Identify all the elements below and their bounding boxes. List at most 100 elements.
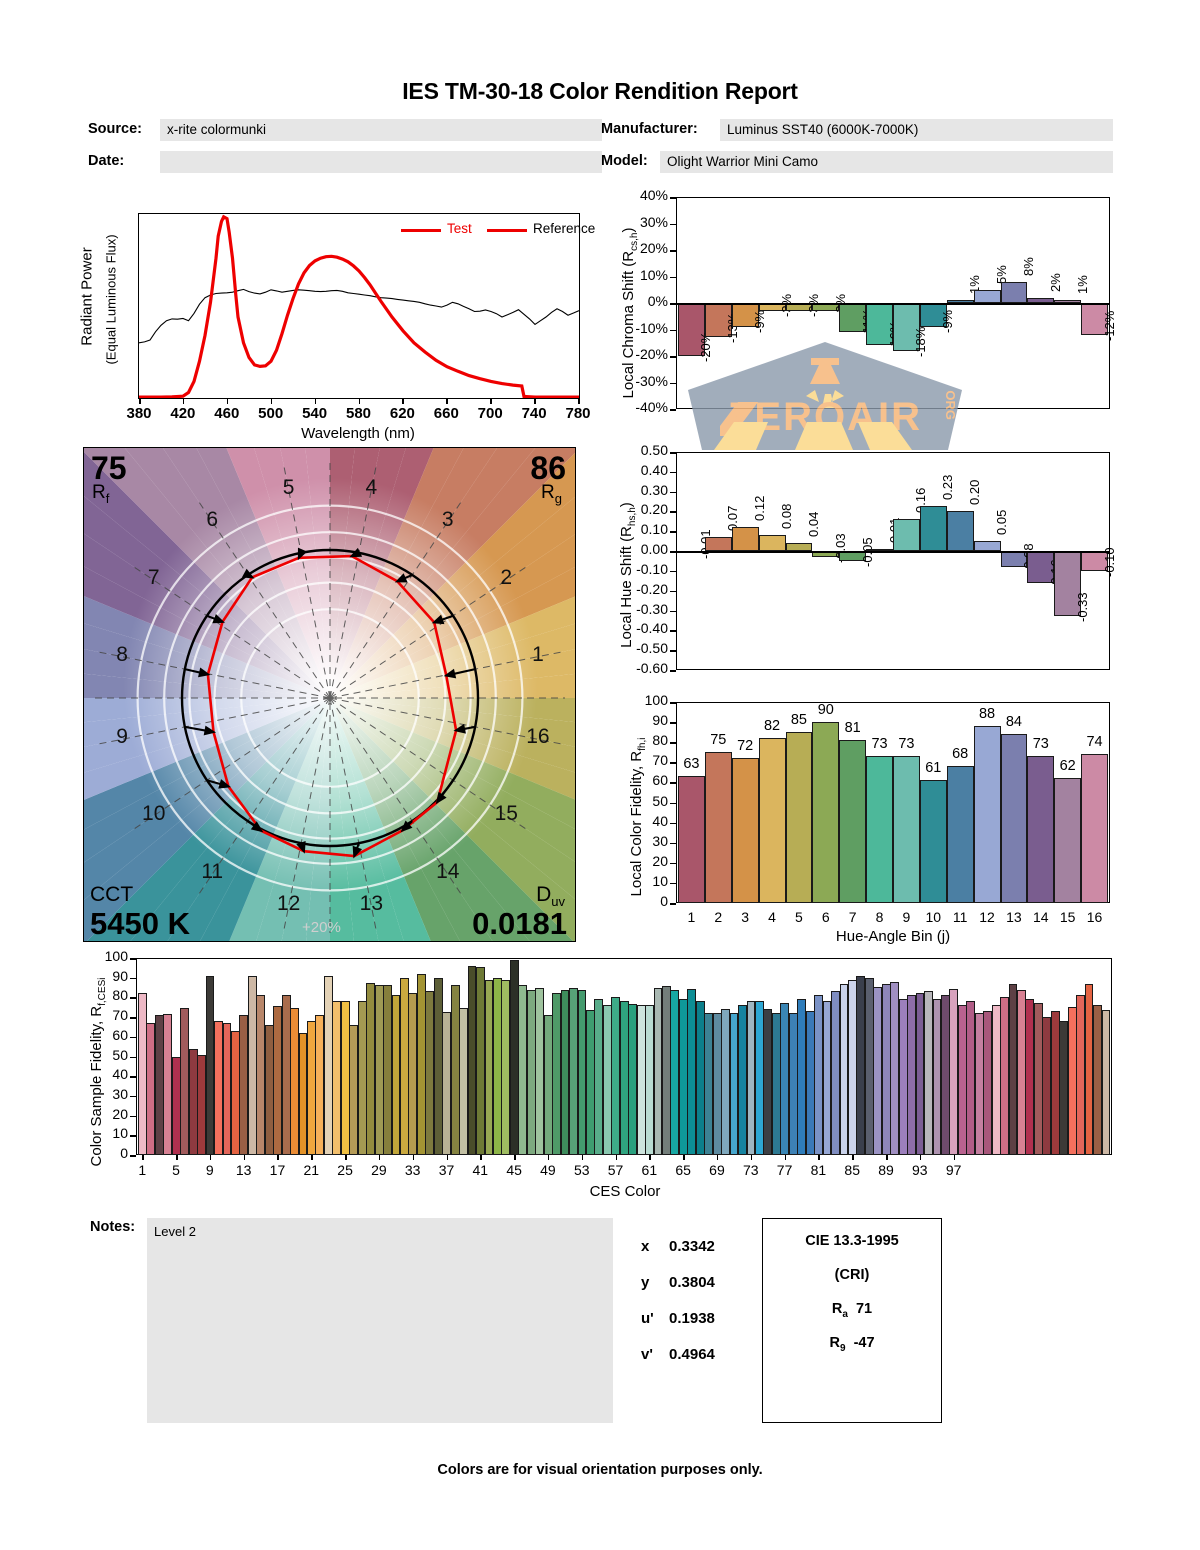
spd-xtick-label: 780: [565, 405, 591, 422]
cri-ra-label: R: [831, 1301, 843, 1317]
chroma-ytick-label: -20%: [635, 346, 668, 362]
cvg-arrowhead: [352, 845, 363, 859]
csf-xtick-mark: [446, 1155, 448, 1160]
chroma-ytick-mark: [670, 382, 676, 384]
lcf-ytick-label: 80: [652, 732, 668, 749]
hue-ytick-label: -0.10: [636, 560, 668, 577]
cvg-bin-number: 5: [282, 476, 295, 500]
csf-xtick-mark: [378, 1155, 381, 1160]
chroma-ytick-label: -10%: [635, 319, 668, 336]
csf-xtick-label: 77: [776, 1162, 793, 1178]
spd-xtick-label: 380: [126, 405, 152, 422]
lcf-xtick-label: 16: [1086, 909, 1103, 925]
chroma-ytick-mark: [670, 303, 676, 305]
cvg-arrowhead: [198, 667, 211, 678]
csf-ytick-label: 0: [120, 1145, 128, 1161]
cvg-bin-number: 9: [116, 725, 128, 749]
cvg-bin-number: 4: [365, 476, 378, 500]
hue-ytick-label: -0.40: [636, 620, 668, 637]
cvg-arrowhead: [241, 568, 255, 579]
cvg-spoke: [329, 467, 377, 699]
hue-ytick-mark: [670, 491, 676, 494]
lcf-ytick-mark: [670, 802, 676, 804]
spd-xtick-mark: [139, 399, 141, 404]
csf-xtick-mark: [311, 1155, 313, 1160]
csf-xtick-mark: [547, 1155, 550, 1160]
csf-bar: [1017, 989, 1026, 1155]
cvg-spoke: [329, 651, 561, 699]
hue-bar: [704, 537, 732, 552]
csf-xtick-mark: [716, 1155, 719, 1160]
cie-uprime-label: u': [641, 1310, 654, 1327]
csf-xtick-label: 9: [205, 1162, 214, 1178]
hue-ytick-mark: [670, 650, 676, 652]
chroma-ytick-label: 30%: [639, 213, 668, 230]
cvg-bin-number: 16: [526, 725, 550, 749]
csf-xtick-label: 33: [404, 1162, 421, 1178]
hue-ytick-label: -0.60: [636, 660, 668, 676]
chroma-ytick-mark: [670, 356, 676, 358]
hue-ytick-mark: [670, 471, 676, 474]
cvg-spoke: [99, 651, 331, 699]
hue-bar: [946, 511, 974, 552]
hue-bar-label: 0.04: [805, 511, 821, 538]
csf-bar: [662, 985, 671, 1155]
csf-bar: [653, 987, 663, 1155]
lcf-bar: [785, 732, 813, 903]
lcf-ytick-label: 10: [652, 872, 668, 889]
lcf-xtick-label: 13: [1006, 909, 1022, 925]
cvg-bin-number: 3: [441, 507, 454, 531]
spd-xtick-mark: [578, 399, 580, 404]
cvg-bin-number: 11: [201, 860, 224, 884]
csf-bar: [915, 993, 925, 1155]
hue-ytick-mark: [670, 630, 676, 632]
rg-value: 86: [530, 450, 566, 486]
cvg-arrowhead: [435, 791, 447, 805]
chroma-bar-label: -18%: [913, 326, 929, 357]
csf-bar: [247, 975, 257, 1155]
csf-bar: [518, 984, 528, 1155]
csf-bar: [771, 1013, 781, 1155]
csf-bar: [695, 1001, 705, 1155]
csf-bar: [687, 988, 697, 1155]
cvg-bin-number: 8: [116, 642, 128, 666]
notes-box[interactable]: [147, 1218, 613, 1423]
cvg-bin-number: 14: [436, 860, 460, 884]
spd-xlabel: Wavelength (nm): [301, 425, 415, 442]
hue-ytick-label: 0.00: [640, 541, 668, 558]
lcf-xtick-label: 9: [902, 909, 911, 925]
csf-bar: [569, 987, 578, 1155]
csf-ytick-label: 10: [112, 1125, 128, 1142]
hue-ytick-mark: [670, 570, 676, 573]
cie-y-value: 0.3804: [669, 1274, 715, 1291]
csf-bar: [476, 966, 485, 1155]
lcf-bar: [731, 758, 759, 903]
csf-bar: [645, 1005, 654, 1155]
duv-label: Duv: [536, 883, 565, 910]
csf-bar: [1101, 1010, 1111, 1155]
csf-bar: [780, 1003, 790, 1155]
csf-bar: [983, 1011, 993, 1155]
cvg-spoke: [329, 566, 526, 699]
cri-r9-sub: 9: [839, 1342, 846, 1354]
chroma-bar-label: -12%: [1101, 310, 1117, 341]
csf-bar: [323, 975, 333, 1155]
csf-xtick-label: 1: [138, 1162, 147, 1178]
cvg-spoke: [134, 697, 331, 830]
lcf-bar: [704, 752, 732, 903]
lcf-ytick-label: 40: [652, 812, 668, 829]
csf-bar: [957, 1005, 967, 1155]
csf-bar: [619, 1001, 629, 1155]
lcf-ytick-label: 0: [660, 893, 668, 909]
csf-bar: [307, 1021, 316, 1155]
csf-xtick-mark: [683, 1155, 685, 1160]
lcf-ytick-mark: [670, 702, 676, 704]
csf-xtick-label: 65: [675, 1162, 691, 1178]
cvg-arrowhead: [218, 779, 232, 789]
hue-ytick-label: -0.50: [636, 640, 668, 657]
csf-bar: [138, 993, 147, 1155]
csf-bar: [290, 1008, 299, 1155]
csf-bar: [1025, 999, 1035, 1155]
lcf-bar-label: 63: [683, 756, 700, 773]
lcf-xtick-label: 8: [875, 909, 884, 925]
